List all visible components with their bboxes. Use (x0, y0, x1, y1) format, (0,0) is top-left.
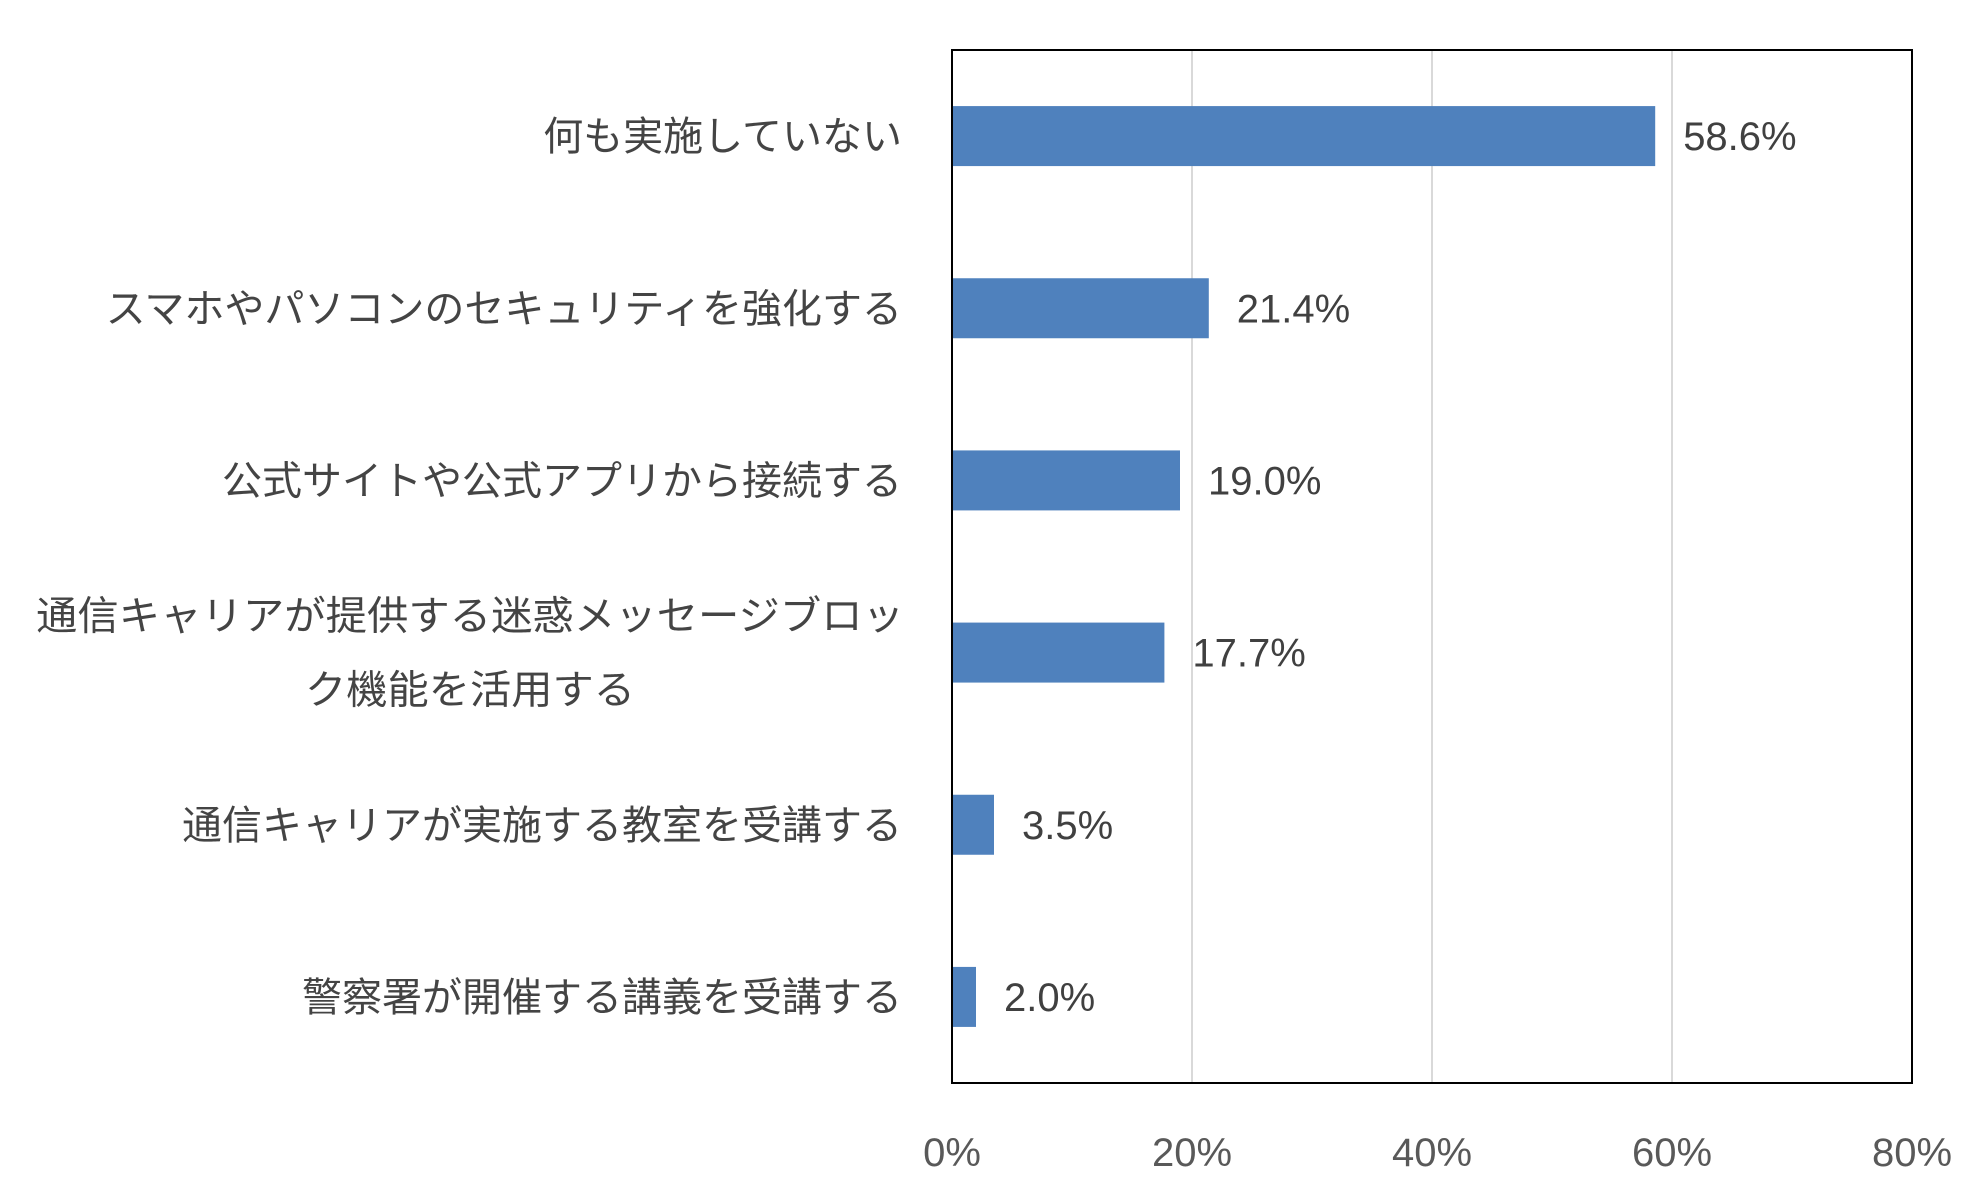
data-label: 17.7% (1192, 632, 1305, 676)
category-label: スマホやパソコンのセキュリティを強化する (106, 286, 902, 332)
x-tick-label: 80% (1872, 1131, 1952, 1175)
category-label: 警察署が開催する講義を受講する (302, 975, 902, 1021)
plot-area-frame (951, 49, 1913, 1084)
bar (952, 622, 1165, 683)
x-tick-label: 60% (1632, 1131, 1712, 1175)
x-tick-label: 0% (923, 1131, 981, 1175)
value-labels: 58.6% 21.4% 19.0% 17.7% 3.5% 2.0% (1004, 115, 1797, 1020)
x-tick-label: 40% (1392, 1131, 1472, 1175)
x-axis-tick-labels: 0% 20% 40% 60% 80% (923, 1131, 1952, 1175)
category-labels: 何も実施していないスマホやパソコンのセキュリティを強化する公式サイトや公式アプリ… (36, 114, 904, 1021)
category-label: 通信キャリアが実施する教室を受講する (182, 803, 902, 849)
data-label: 58.6% (1683, 115, 1796, 159)
bar (952, 794, 994, 855)
bar (952, 966, 976, 1027)
x-tick-label: 20% (1152, 1131, 1232, 1175)
data-label: 3.5% (1022, 804, 1113, 848)
data-label: 19.0% (1208, 459, 1321, 503)
grid-lines (1191, 50, 1673, 1083)
bar (952, 106, 1656, 167)
data-label: 2.0% (1004, 976, 1095, 1020)
category-label: ク機能を活用する (305, 668, 635, 714)
category-label: 何も実施していない (543, 114, 902, 160)
bar (952, 450, 1180, 511)
bar (952, 278, 1209, 339)
category-label: 公式サイトや公式アプリから接続する (222, 458, 902, 504)
category-label: 通信キャリアが提供する迷惑メッセージブロッ (36, 594, 904, 640)
bars (952, 106, 1656, 1027)
data-label: 21.4% (1237, 287, 1350, 331)
